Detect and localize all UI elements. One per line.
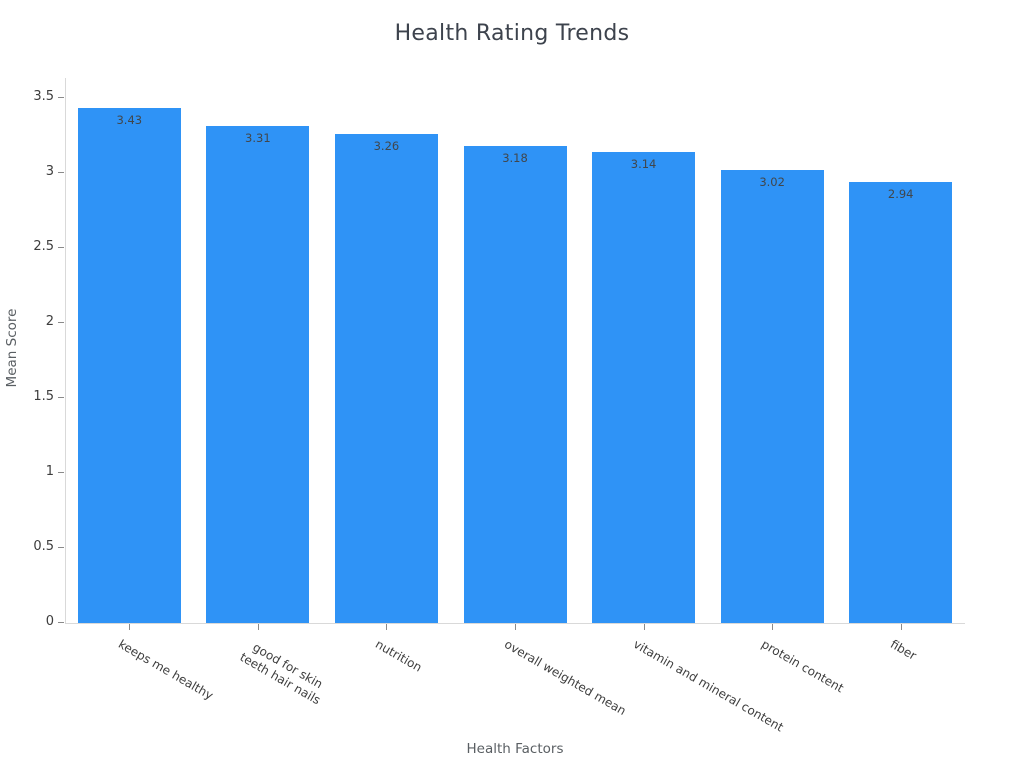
y-tick-label: 0.5 [33, 539, 54, 554]
y-tick-mark [58, 247, 64, 248]
y-tick-label: 3.5 [33, 89, 54, 104]
bar-value-label: 3.02 [759, 175, 785, 189]
bar [206, 126, 310, 623]
bar-value-label: 3.31 [245, 131, 271, 145]
x-tick-label: protein content [759, 637, 847, 696]
bar-value-label: 3.18 [502, 151, 528, 165]
bar [592, 152, 696, 623]
bar [463, 146, 567, 623]
y-tick-label: 2.5 [33, 239, 54, 254]
y-tick-mark [58, 172, 64, 173]
x-tick-label: keeps me healthy [116, 637, 216, 703]
y-tick-mark [58, 97, 64, 98]
y-tick-mark [58, 622, 64, 623]
bar [720, 170, 824, 623]
x-tick-mark [515, 624, 516, 630]
bar-value-label: 3.26 [373, 139, 400, 153]
x-tick-mark [772, 624, 774, 630]
x-tick-mark [386, 624, 388, 630]
y-tick-mark [58, 322, 64, 323]
y-axis-line [65, 78, 66, 623]
x-tick-mark [643, 624, 645, 630]
y-tick-mark [58, 547, 64, 548]
y-tick-label: 3 [45, 164, 54, 179]
x-tick-label: overall weighted mean [502, 637, 629, 719]
bar [849, 182, 953, 623]
x-axis-line [65, 623, 965, 624]
chart-title: Health Rating Trends [394, 21, 630, 46]
y-tick-mark [58, 397, 64, 398]
x-tick-mark [129, 624, 131, 630]
bar-value-label: 2.94 [887, 187, 914, 201]
x-tick-label: nutrition [373, 637, 425, 675]
x-tick-mark [900, 624, 902, 630]
bar-value-label: 3.43 [116, 113, 143, 127]
y-tick-mark [58, 472, 64, 473]
y-tick-label: 0 [45, 614, 54, 629]
x-axis-title: Health Factors [466, 741, 564, 757]
bar-value-label: 3.14 [630, 157, 657, 171]
x-tick-mark [257, 624, 259, 630]
bar [334, 134, 438, 623]
x-tick-label: good for skin teeth hair nails [237, 640, 325, 707]
y-tick-label: 2 [45, 314, 54, 329]
y-tick-label: 1.5 [33, 389, 54, 404]
y-tick-label: 1 [45, 464, 54, 479]
bar [77, 108, 181, 623]
x-tick-label: fiber [887, 637, 919, 663]
